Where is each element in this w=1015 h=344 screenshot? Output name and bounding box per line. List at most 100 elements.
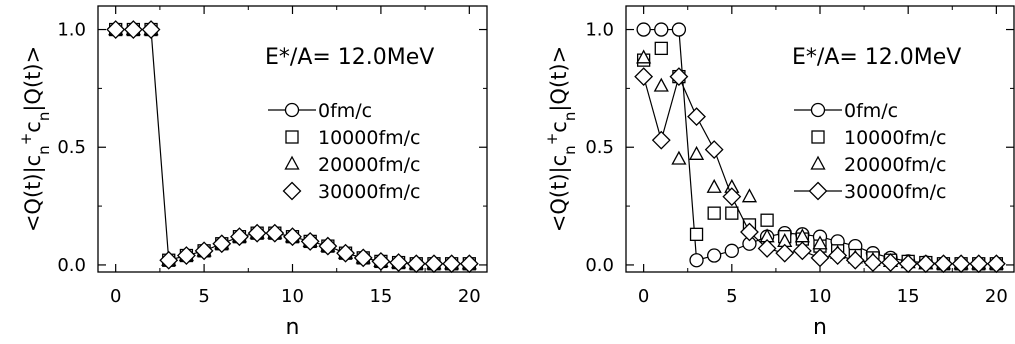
data-point bbox=[792, 241, 812, 261]
data-point bbox=[934, 254, 953, 274]
data-point bbox=[724, 243, 739, 258]
data-point bbox=[740, 222, 759, 242]
data-point bbox=[406, 254, 426, 274]
y-tick-label: 1.0 bbox=[57, 20, 86, 41]
data-point bbox=[689, 253, 704, 268]
data-point bbox=[760, 213, 774, 227]
chart-panel-right: 0 5 10 15 20 0.0 0.5 1.0 n <Q(t)|cn+cn|Q(t)> E*/A=… bbox=[543, 5, 1015, 340]
series-diamond bbox=[106, 20, 479, 274]
legend-marker bbox=[284, 155, 300, 170]
data-point bbox=[863, 253, 883, 273]
data-point bbox=[141, 20, 161, 39]
data-point bbox=[336, 243, 355, 263]
data-point bbox=[194, 241, 214, 261]
data-point bbox=[916, 254, 936, 274]
data-point bbox=[671, 150, 687, 165]
x-tick-label: 10 bbox=[809, 286, 832, 307]
data-point bbox=[706, 178, 722, 193]
legend-entry: 20000fm/c bbox=[810, 154, 947, 176]
legend-entry: 30000fm/c bbox=[794, 181, 947, 203]
data-point bbox=[283, 227, 302, 247]
data-point bbox=[881, 253, 900, 273]
x-tick-label: 20 bbox=[985, 286, 1008, 307]
data-point bbox=[247, 223, 267, 243]
data-point bbox=[651, 130, 671, 150]
series-diamond bbox=[634, 67, 1006, 274]
legend-marker bbox=[282, 181, 302, 201]
data-point bbox=[424, 254, 444, 274]
data-point bbox=[389, 253, 409, 273]
data-point bbox=[741, 188, 758, 203]
x-axis-label: n bbox=[286, 315, 300, 340]
data-point bbox=[688, 145, 705, 160]
data-point bbox=[106, 20, 126, 39]
data-point bbox=[669, 67, 689, 87]
x-tick-label: 0 bbox=[638, 286, 649, 307]
data-point bbox=[123, 20, 143, 39]
data-point bbox=[810, 248, 830, 268]
chart-title: E*/A= 12.0MeV bbox=[792, 45, 961, 70]
legend-label: 30000fm/c bbox=[844, 181, 947, 203]
x-tick-label: 0 bbox=[110, 286, 121, 307]
chart-title: E*/A= 12.0MeV bbox=[265, 45, 434, 70]
x-tick-label: 15 bbox=[897, 286, 920, 307]
legend-label: 20000fm/c bbox=[844, 154, 947, 176]
data-point bbox=[757, 239, 777, 258]
legend-entry: 10000fm/c bbox=[285, 127, 421, 149]
data-point bbox=[951, 254, 971, 274]
data-point bbox=[671, 22, 687, 37]
legend-label: 0fm/c bbox=[844, 100, 898, 122]
legend-entry: 20000fm/c bbox=[284, 154, 421, 176]
legend-label: 10000fm/c bbox=[844, 127, 947, 149]
data-point bbox=[969, 254, 989, 274]
data-point bbox=[775, 243, 795, 263]
legend-label: 0fm/c bbox=[318, 100, 372, 122]
legend-entry: 0fm/c bbox=[268, 100, 372, 122]
x-tick-label: 10 bbox=[281, 286, 304, 307]
legend-marker bbox=[285, 130, 299, 144]
data-point bbox=[722, 187, 742, 207]
x-tick-label: 20 bbox=[458, 286, 481, 307]
data-point bbox=[442, 254, 462, 274]
chart-panel-left: 0 5 10 15 20 0.0 0.5 1.0 n <Q(t)|cn+cn|Q(t)> E*/A=… bbox=[17, 5, 488, 340]
data-point bbox=[230, 227, 249, 247]
legend-marker bbox=[810, 102, 826, 118]
data-point bbox=[300, 231, 320, 251]
legend-marker bbox=[808, 181, 828, 201]
x-axis-label: n bbox=[813, 315, 827, 340]
data-point bbox=[634, 67, 654, 87]
legend-label: 20000fm/c bbox=[318, 154, 421, 176]
data-point bbox=[371, 251, 391, 271]
y-tick-label: 0.5 bbox=[585, 137, 614, 158]
y-tick-label: 1.0 bbox=[585, 20, 614, 41]
legend-entry: 30000fm/c bbox=[282, 181, 421, 203]
data-point bbox=[707, 206, 721, 220]
data-point bbox=[707, 248, 722, 263]
x-tick-label: 5 bbox=[726, 286, 737, 307]
data-point bbox=[353, 248, 373, 268]
legend-marker bbox=[811, 130, 825, 144]
data-point bbox=[636, 22, 651, 37]
data-point bbox=[265, 223, 285, 243]
data-point bbox=[687, 107, 706, 127]
y-tick-label: 0.5 bbox=[57, 137, 86, 158]
legend-marker bbox=[810, 155, 826, 170]
legend-entry: 0fm/c bbox=[794, 100, 898, 122]
data-point bbox=[176, 246, 196, 265]
data-point bbox=[654, 22, 669, 37]
data-point bbox=[653, 77, 669, 92]
x-tick-label: 15 bbox=[369, 286, 392, 307]
data-point bbox=[654, 41, 668, 56]
data-point bbox=[212, 234, 232, 254]
data-point bbox=[159, 250, 179, 270]
legend-label: 30000fm/c bbox=[318, 181, 421, 203]
data-point bbox=[725, 206, 739, 220]
y-tick-label: 0.0 bbox=[585, 255, 614, 276]
legend-entry: 10000fm/c bbox=[811, 127, 947, 149]
data-point bbox=[318, 236, 338, 256]
data-point bbox=[636, 49, 652, 64]
data-point bbox=[898, 254, 918, 274]
data-point bbox=[704, 140, 724, 160]
y-axis-label: <Q(t)|cn+cn|Q(t)> bbox=[17, 46, 53, 232]
